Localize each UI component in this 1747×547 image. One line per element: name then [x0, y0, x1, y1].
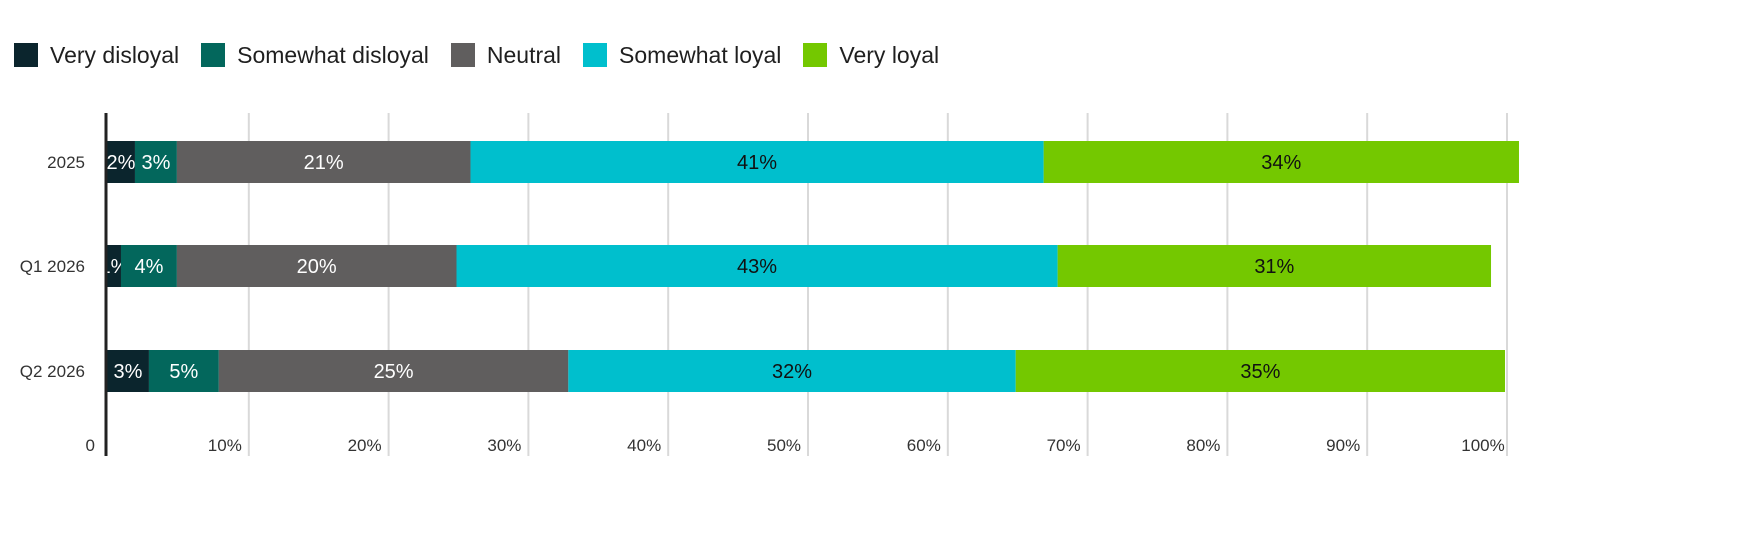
x-tick-label: 30%: [487, 436, 521, 455]
legend-item: Somewhat disloyal: [201, 42, 429, 69]
data-label: 4%: [134, 256, 163, 278]
x-tick-label: 50%: [767, 436, 801, 455]
legend-item: Neutral: [450, 41, 562, 69]
data-label: 34%: [1261, 152, 1301, 174]
legend-label: Somewhat disloyal: [237, 41, 429, 68]
data-label: 21%: [304, 152, 344, 174]
data-label: 43%: [737, 256, 777, 278]
bar-segment: [107, 350, 149, 392]
category-label: Q2 2026: [20, 362, 85, 381]
data-label: 41%: [737, 152, 777, 174]
chart-legend: Very disloyal Somewhat disloyal Neutral Som…: [14, 40, 961, 70]
legend-item: Very loyal: [803, 42, 939, 69]
legend-item: Very disloyal: [14, 42, 179, 69]
data-label: 25%: [374, 361, 414, 383]
legend-swatch: [14, 43, 38, 67]
x-tick-label: 90%: [1326, 436, 1360, 455]
data-label: 5%: [169, 361, 198, 383]
legend-item: Somewhat loyal: [583, 42, 781, 69]
x-tick-label: 10%: [208, 436, 242, 455]
bar-segment: [176, 141, 471, 183]
x-tick-label: 100%: [1461, 436, 1504, 455]
bar-segment: [1043, 141, 1519, 183]
legend-label: Neutral: [486, 41, 562, 68]
legend-swatch: [450, 43, 475, 67]
legend-swatch: [201, 43, 226, 67]
bar-segment: [1015, 350, 1505, 392]
x-tick-label: 60%: [907, 436, 941, 455]
bar-segment: [456, 245, 1058, 287]
x-tick-label: 0: [86, 436, 95, 455]
bar-segment: [470, 141, 1044, 183]
x-tick-label: 80%: [1186, 436, 1220, 455]
bar-segment: [218, 350, 569, 392]
data-label: 35%: [1240, 361, 1280, 383]
x-tick-label: 20%: [348, 436, 382, 455]
bar-segment: [120, 245, 177, 287]
bar-segment: [176, 245, 457, 287]
data-label: 3%: [141, 152, 170, 174]
category-label: 2025: [47, 153, 85, 172]
bar-segment: [107, 141, 135, 183]
legend-swatch: [583, 43, 608, 67]
legend-label: Very disloyal: [50, 41, 180, 68]
x-tick-label: 70%: [1047, 436, 1081, 455]
legend-label: Very loyal: [839, 41, 940, 68]
data-label: 31%: [1254, 256, 1294, 278]
legend-label: Somewhat loyal: [619, 41, 782, 68]
bar-segment: [107, 245, 121, 287]
bar-segment: [568, 350, 1016, 392]
legend-swatch: [803, 43, 828, 67]
category-label: Q1 2026: [20, 257, 85, 276]
bar-segment: [134, 141, 177, 183]
bar-segment: [1057, 245, 1492, 287]
data-label: 32%: [772, 361, 812, 383]
data-label: 20%: [297, 256, 337, 278]
data-label: 3%: [114, 361, 143, 383]
x-tick-label: 40%: [627, 436, 661, 455]
data-label: 2%: [107, 152, 136, 174]
bar-segment: [148, 350, 219, 392]
